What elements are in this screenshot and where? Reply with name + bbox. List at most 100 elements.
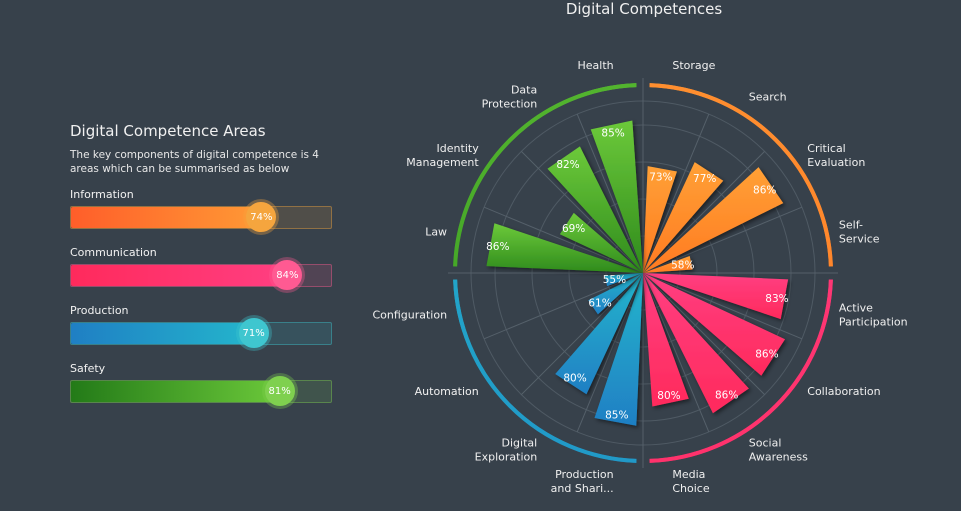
category-label: Storage: [672, 59, 715, 72]
grid-spoke: [642, 272, 765, 395]
bar-1[interactable]: [643, 162, 724, 273]
category-label-line: and Shari...: [551, 482, 614, 495]
category-label-line: Participation: [839, 315, 908, 328]
category-label-line: Collaboration: [807, 385, 880, 398]
value-label: 82%: [556, 159, 579, 171]
area-label: Production: [70, 304, 129, 317]
category-label-line: Choice: [672, 482, 709, 495]
bar-6[interactable]: [643, 273, 749, 414]
category-label-line: Evaluation: [807, 156, 865, 169]
progress-knob: 74%: [246, 202, 277, 232]
chart-title: Digital Competences: [565, 0, 723, 18]
category-label-line: Configuration: [372, 308, 447, 321]
bar-0[interactable]: [643, 166, 677, 273]
bar-15[interactable]: [590, 120, 643, 273]
grid-spoke: [576, 272, 644, 433]
value-label: 85%: [605, 409, 628, 421]
value-label: 86%: [753, 184, 776, 196]
category-label-line: Active: [839, 301, 873, 314]
category-label: Self-Service: [839, 219, 880, 246]
progress-fill: [71, 207, 264, 228]
category-label: Search: [749, 91, 787, 104]
category-label-line: Exploration: [475, 450, 538, 463]
category-label-line: Law: [425, 226, 447, 239]
grid-spoke: [483, 272, 644, 340]
grid-spoke: [642, 113, 710, 274]
category-label-line: Awareness: [749, 450, 808, 463]
bar-11[interactable]: [604, 273, 643, 287]
progress-fill: [71, 265, 290, 286]
category-label-line: Identity: [437, 142, 480, 155]
value-label: 73%: [649, 172, 672, 184]
panel-title: Digital Competence Areas: [70, 122, 266, 140]
area-label: Communication: [70, 246, 157, 259]
category-label-line: Automation: [415, 385, 479, 398]
progress-knob: 84%: [272, 260, 303, 290]
progress-track: 71%: [70, 318, 332, 348]
area-safety: Safety 81%: [70, 362, 340, 420]
category-label: Digital Exploration: [475, 436, 538, 463]
category-label-line: Data: [511, 84, 537, 97]
category-label-line: Search: [749, 91, 787, 104]
area-label: Information: [70, 188, 134, 201]
progress-track: 84%: [70, 260, 332, 290]
category-label-line: Management: [406, 156, 479, 169]
bar-10[interactable]: [588, 273, 643, 315]
value-label: 55%: [603, 274, 626, 286]
value-label: 77%: [693, 173, 716, 185]
bar-2[interactable]: [643, 167, 784, 273]
bar-9[interactable]: [555, 273, 643, 395]
value-label: 86%: [755, 348, 778, 360]
bar-14[interactable]: [547, 146, 643, 273]
progress-fill: [71, 323, 256, 344]
bar-7[interactable]: [643, 273, 689, 407]
grid-spoke: [521, 151, 644, 274]
category-label-line: Digital: [502, 436, 538, 449]
category-label: Health: [578, 59, 614, 72]
grid-spoke: [521, 272, 644, 395]
progress-fill: [71, 381, 282, 402]
category-label: Critical Evaluation: [807, 142, 865, 169]
grid-spoke: [642, 272, 803, 340]
category-label-line: Service: [839, 233, 880, 246]
value-label: 85%: [601, 127, 624, 139]
area-label: Safety: [70, 362, 106, 375]
category-label: Active Participation: [839, 301, 908, 328]
category-label: Configuration: [372, 308, 447, 321]
grid-spoke: [642, 151, 765, 274]
progress-track: 81%: [70, 376, 332, 406]
grid-spoke: [642, 272, 710, 433]
category-label-line: Health: [578, 59, 614, 72]
category-label-line: Storage: [672, 59, 715, 72]
area-information: Information 74%: [70, 188, 340, 246]
bar-5[interactable]: [643, 273, 786, 376]
value-label: 86%: [486, 241, 509, 253]
grid-spoke: [576, 113, 644, 274]
value-label: 83%: [765, 293, 788, 305]
competence-areas-panel: Digital Competence Areas The key compone…: [70, 122, 340, 420]
category-label: Collaboration: [807, 385, 880, 398]
category-label-line: Production: [555, 468, 614, 481]
bar-4[interactable]: [643, 273, 789, 320]
bar-12[interactable]: [486, 223, 643, 273]
category-label-line: Critical: [807, 142, 845, 155]
category-label-line: Media: [672, 468, 705, 481]
progress-track: 74%: [70, 202, 332, 232]
category-label: Identity Management: [406, 142, 479, 169]
category-label: Data Protection: [482, 84, 538, 111]
category-label-line: Protection: [482, 98, 538, 111]
category-label: Automation: [415, 385, 479, 398]
category-label: Media Choice: [672, 468, 709, 495]
grid-spoke: [483, 206, 644, 274]
area-communication: Communication 84%: [70, 246, 340, 304]
grid-spoke: [642, 206, 803, 274]
progress-knob: 71%: [238, 318, 269, 348]
value-label: 86%: [715, 390, 738, 402]
category-label-line: Self-: [839, 219, 863, 232]
bar-13[interactable]: [559, 212, 643, 273]
bar-3[interactable]: [643, 256, 693, 273]
panel-description: The key components of digital competence…: [70, 149, 319, 175]
category-label: Production and Shari...: [551, 468, 614, 495]
bar-8[interactable]: [594, 273, 643, 426]
